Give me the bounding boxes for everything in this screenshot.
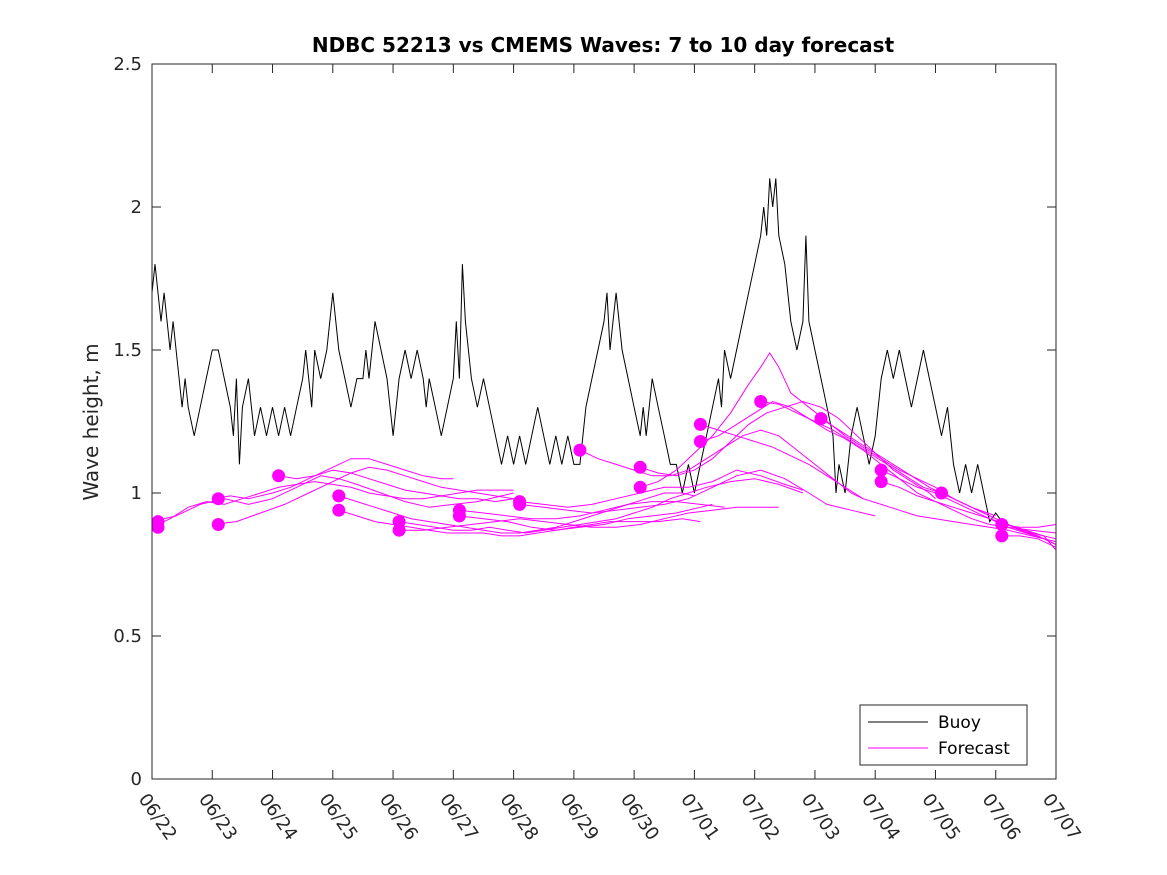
forecast-line-4 [212,466,514,525]
forecast-line-17 [700,400,1057,534]
buoy-series-line [151,178,1003,523]
forecast-line-3 [212,469,514,503]
forecast-start-marker-24 [995,518,1009,531]
forecast-line-11 [459,503,713,531]
forecast-line-1 [151,481,514,528]
forecast-start-marker-5 [272,469,286,483]
forecast-start-marker-23 [935,486,948,500]
forecast-start-marker-16 [633,480,647,494]
forecast-start-marker-25 [995,529,1009,543]
forecast-line-9 [399,506,779,531]
forecast-start-marker-13 [513,497,527,511]
y-tick-label: 2.5 [113,54,142,75]
forecast-start-marker-15 [633,460,647,474]
forecast-line-21 [880,469,1057,545]
forecast-start-marker-20 [814,412,828,426]
forecast-start-marker-3 [211,492,225,506]
plot-area [152,64,1056,779]
forecast-start-marker-22 [874,475,888,489]
forecast-line-5 [278,458,454,480]
forecast-start-marker-6 [332,489,346,503]
forecast-line-24 [1001,535,1057,548]
forecast-line-23 [1001,524,1057,528]
forecast-line-6 [338,492,695,534]
forecast-line-22 [881,481,1057,551]
forecast-line-13 [519,469,876,517]
y-tick-label: 2 [131,197,142,218]
legend-label-forecast: Forecast [938,739,1010,759]
y-tick-label: 0 [131,769,142,790]
series-layer [151,178,1057,551]
legend: Buoy Forecast [859,704,1028,766]
forecast-start-marker-9 [392,523,406,537]
forecast-start-marker-14 [573,443,587,457]
chart-title: NDBC 52213 vs CMEMS Waves: 7 to 10 day f… [312,33,895,57]
forecast-start-marker-17 [693,417,707,431]
forecast-start-marker-18 [693,435,707,448]
forecast-start-marker-2 [151,515,165,529]
forecast-start-marker-19 [754,395,768,408]
y-tick-label: 1 [131,483,142,504]
forecast-line-15 [640,400,936,500]
forecast-line-18 [700,423,1057,543]
forecast-start-marker-4 [211,518,225,531]
axes-box [151,63,1057,780]
plot-background [152,64,1056,779]
forecast-start-marker-11 [452,509,466,523]
y-axis-label: Wave height, m [79,343,103,500]
forecast-line-12 [519,469,804,508]
legend-box [859,704,1028,766]
forecast-start-marker-7 [332,503,346,517]
y-tick-label: 0.5 [113,626,142,647]
y-tick-label: 1.5 [113,340,142,361]
forecast-start-marker-21 [874,463,888,477]
legend-label-buoy: Buoy [938,713,981,733]
